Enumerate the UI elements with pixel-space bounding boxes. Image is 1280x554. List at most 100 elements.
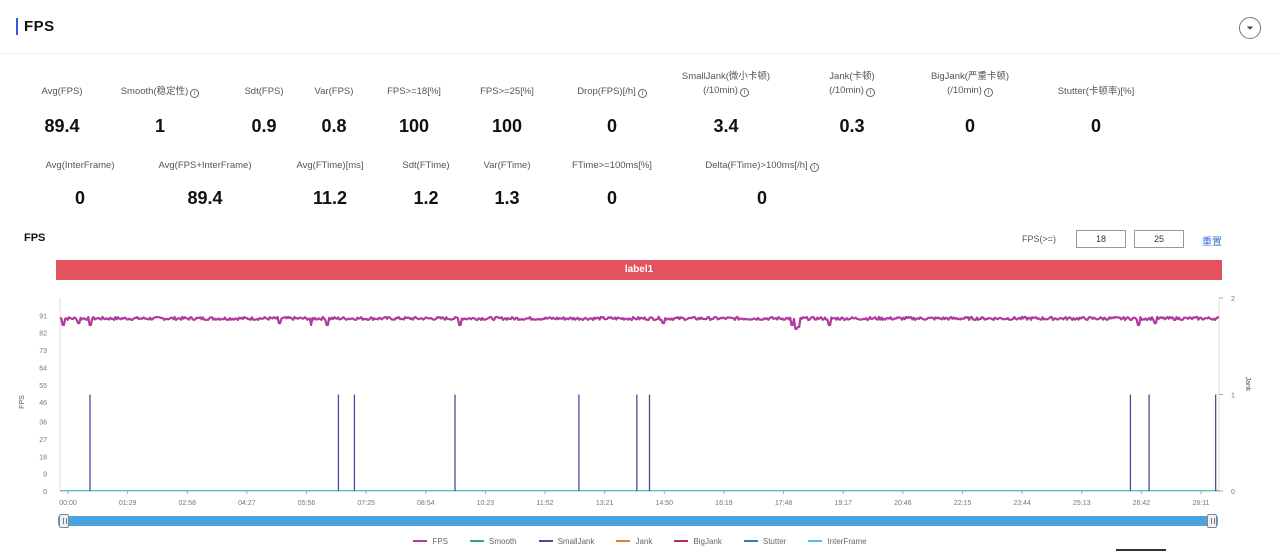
metric-label-text: FPS>=25[%] <box>480 86 534 97</box>
legend-item-smooth[interactable]: Smooth <box>470 535 517 547</box>
metric-value: 1 <box>154 116 165 136</box>
summary-metric: Sdt(FTime) 1.2 <box>351 160 501 212</box>
legend-label: Smooth <box>489 536 517 546</box>
x-tick-label: 00:00 <box>59 500 77 507</box>
metric-label-text: Sdt(FTime) <box>402 160 450 171</box>
slider-handle-end[interactable] <box>1207 514 1217 528</box>
x-tick-label: 23:44 <box>1013 500 1031 507</box>
legend-swatch <box>808 540 823 542</box>
summary-metric: FPS>=25[%] 100 <box>437 86 577 140</box>
y-tick-label: 36 <box>39 420 47 427</box>
legend-item-interframe[interactable]: InterFrame <box>808 535 867 547</box>
metric-label: Sdt(FTime) <box>351 160 501 172</box>
summary-metric: Smooth(稳定性) i 1 <box>90 86 230 140</box>
legend-item-stutter[interactable]: Stutter <box>743 535 787 547</box>
legend-label: Jank <box>635 536 653 546</box>
x-tick-label: 04:27 <box>238 500 256 507</box>
footer-divider <box>1116 549 1166 551</box>
metric-value: 0.8 <box>321 116 347 136</box>
metric-value: 0 <box>74 188 85 208</box>
x-tick-label: 13:21 <box>596 500 614 507</box>
summary-metric: Delta(FTime)>100ms[/h] i 0 <box>687 160 837 212</box>
metric-sublabel: (/10min) i <box>656 85 796 97</box>
x-tick-label: 26:42 <box>1133 500 1151 507</box>
metric-label-text: FPS>=18[%] <box>387 86 441 97</box>
summary-metric: Jank(卡顿) (/10min) i 0.3 <box>782 71 922 140</box>
metric-value: 89.4 <box>187 188 223 208</box>
metric-label: Drop(FPS)[/h] i <box>542 86 682 98</box>
metric-value: 1.3 <box>494 188 520 208</box>
info-icon[interactable]: i <box>809 163 819 172</box>
legend-swatch <box>413 540 428 542</box>
metric-label: SmallJank(微小卡顿) <box>656 71 796 83</box>
legend-label: SmallJank <box>557 536 595 546</box>
summary-metric: FPS>=18[%] 100 <box>344 86 484 140</box>
x-tick-label: 28:11 <box>1193 500 1210 507</box>
label-band[interactable]: label1 <box>56 260 1222 280</box>
summary-metric: Var(FTime) 1.3 <box>432 160 582 212</box>
metric-value: 0 <box>606 188 617 208</box>
metric-value: 0 <box>964 116 975 136</box>
summary-metric: Avg(FPS) 89.4 <box>0 86 132 140</box>
panel-header: FPS <box>0 0 1280 54</box>
collapse-button[interactable] <box>1239 17 1261 39</box>
info-icon[interactable]: i <box>865 88 875 97</box>
metric-label-text: Avg(FPS) <box>41 86 83 97</box>
metric-label-text: Smooth(稳定性) <box>120 86 189 97</box>
legend-item-fps[interactable]: FPS <box>413 535 448 547</box>
fps-threshold-18-input[interactable]: 18 <box>1076 230 1126 248</box>
info-icon[interactable]: i <box>190 89 200 98</box>
chart-legend: FPS Smooth SmallJank Jank BigJank Stutter Inte… <box>0 535 1280 547</box>
x-tick-label: 02:58 <box>178 500 196 507</box>
metric-label: Sdt(FPS) <box>194 86 334 98</box>
legend-item-smalljank[interactable]: SmallJank <box>538 535 595 547</box>
y-tick-label: 55 <box>39 383 47 390</box>
metric-value: 0 <box>1090 116 1101 136</box>
reset-button[interactable]: 重置 <box>1202 237 1222 248</box>
summary-metric: Sdt(FPS) 0.9 <box>194 86 334 140</box>
x-tick-label: 14:50 <box>656 500 674 507</box>
x-tick-label: 19:17 <box>834 500 852 507</box>
metric-label-text: Stutter(卡顿率)[%] <box>1057 86 1135 97</box>
metric-label-text: Drop(FPS)[/h] <box>577 86 636 97</box>
legend-label: Stutter <box>762 536 787 546</box>
metric-value: 100 <box>398 116 430 136</box>
metric-label: FPS>=18[%] <box>344 86 484 98</box>
summary-metric: BigJank(严重卡顿) (/10min) i 0 <box>900 71 1040 140</box>
summary-metric: SmallJank(微小卡顿) (/10min) i 3.4 <box>656 71 796 140</box>
summary-metric: Drop(FPS)[/h] i 0 <box>542 86 682 140</box>
legend-swatch <box>743 540 758 542</box>
x-tick-label: 05:56 <box>298 500 316 507</box>
y-tick-label: 82 <box>39 331 47 338</box>
legend-item-bigjank[interactable]: BigJank <box>674 535 722 547</box>
metric-label: Smooth(稳定性) i <box>90 86 230 98</box>
legend-swatch <box>674 540 689 542</box>
metric-label: Var(FPS) <box>264 86 404 98</box>
time-range-slider[interactable] <box>58 516 1218 526</box>
metric-label: Jank(卡顿) <box>782 71 922 83</box>
y-tick-label: 73 <box>39 348 47 355</box>
metric-label: Avg(FPS+InterFrame) <box>130 160 280 172</box>
info-icon[interactable]: i <box>739 88 749 97</box>
metric-sublabel-text: (/10min) <box>829 85 864 96</box>
metric-label-text: Delta(FTime)>100ms[/h] <box>705 160 808 171</box>
metric-label: FTime>=100ms[%] <box>537 160 687 172</box>
metric-label: Delta(FTime)>100ms[/h] i <box>687 160 837 172</box>
metric-label: BigJank(严重卡顿) <box>900 71 1040 83</box>
info-icon[interactable]: i <box>983 88 993 97</box>
legend-item-jank[interactable]: Jank <box>616 535 652 547</box>
fps-chart: 0 9 18 27 36 46 55 64 73 82 91 0 1 2 FPS Jank 00:00 01:29… <box>19 296 1251 507</box>
fps-threshold-25-input[interactable]: 25 <box>1134 230 1184 248</box>
metric-value: 100 <box>491 116 523 136</box>
y-right-tick-label: 0 <box>1231 489 1235 496</box>
legend-swatch <box>538 540 553 542</box>
y-tick-label: 46 <box>39 400 47 407</box>
x-tick-label: 11:52 <box>537 500 554 507</box>
summary-metric: FTime>=100ms[%] 0 <box>537 160 687 212</box>
metric-value: 89.4 <box>44 116 80 136</box>
slider-handle-start[interactable] <box>59 514 69 528</box>
metric-label-text: Avg(InterFrame) <box>45 160 115 171</box>
x-tick-label: 20:46 <box>894 500 912 507</box>
summary-metric: Var(FPS) 0.8 <box>264 86 404 140</box>
info-icon[interactable]: i <box>637 89 647 98</box>
